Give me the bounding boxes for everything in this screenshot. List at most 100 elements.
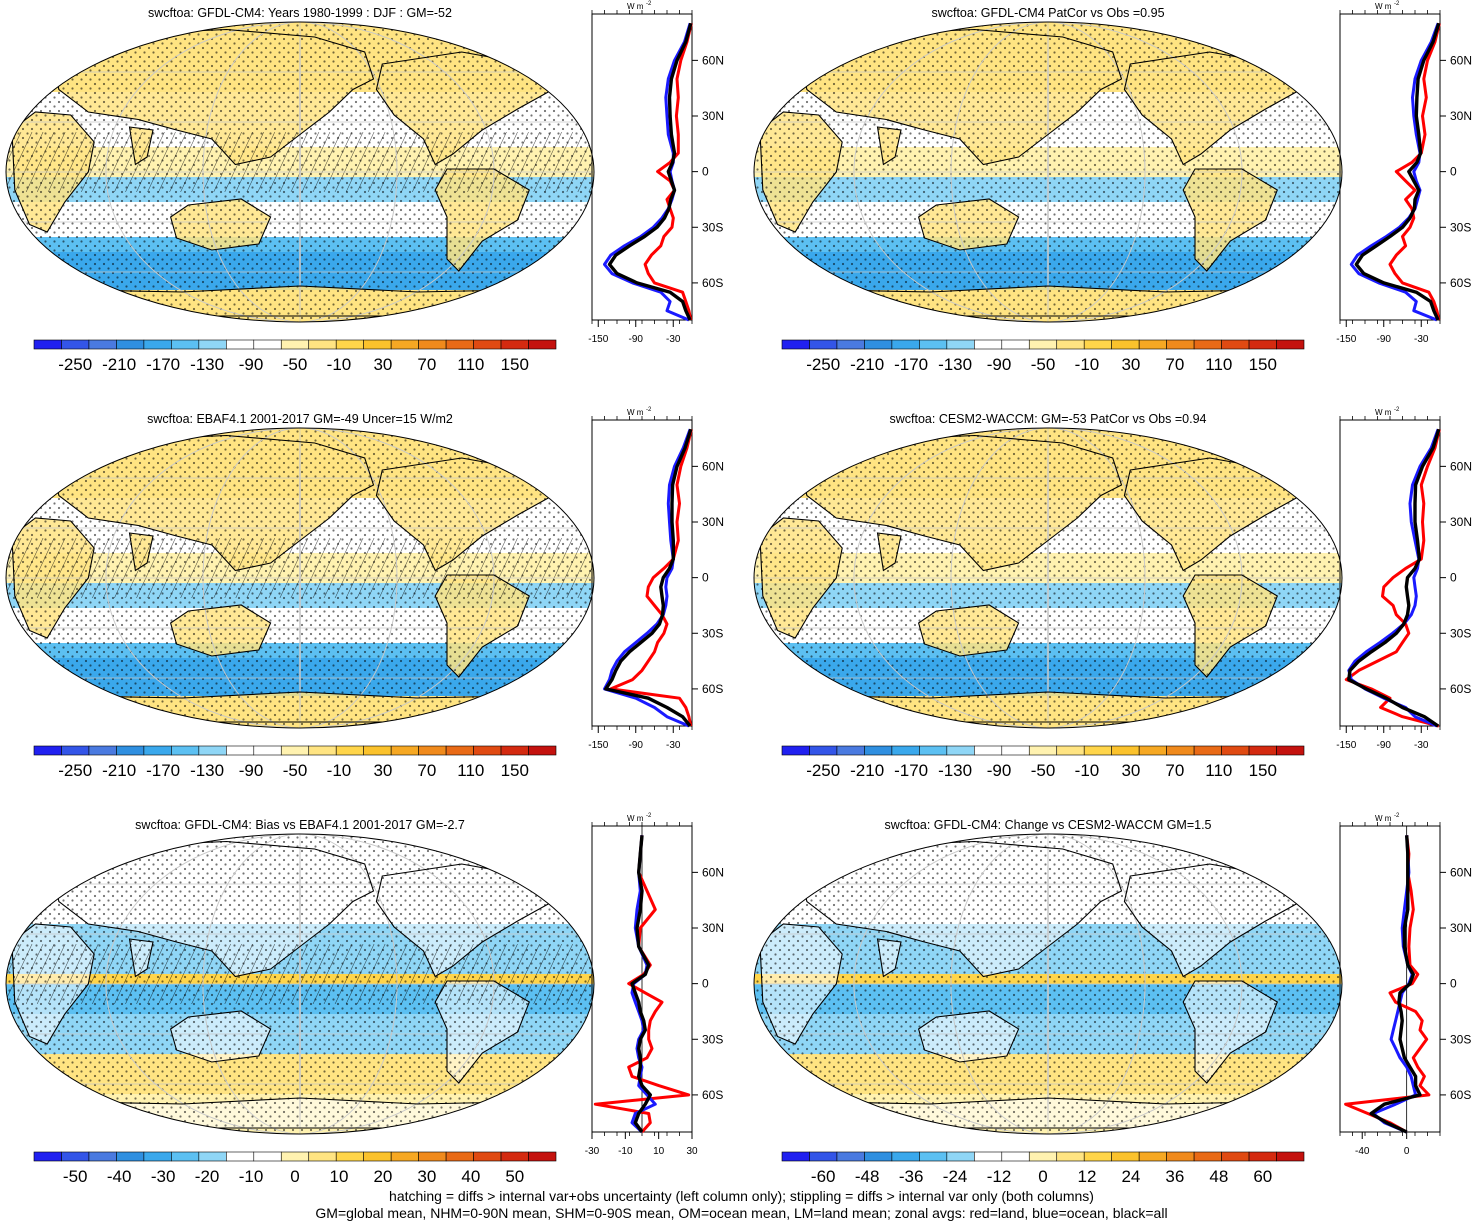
colorbar-swatch	[1193, 1151, 1222, 1162]
coastline-eurasia	[49, 840, 375, 978]
map-border	[5, 833, 595, 1135]
colorbar-label: -10	[1075, 761, 1100, 780]
colorbar-label: 36	[1165, 1167, 1184, 1186]
coastline-greenland	[1282, 31, 1331, 74]
longitude-line	[202, 22, 398, 322]
coastline-africa	[759, 517, 843, 639]
y-tick-label: 60S	[702, 1088, 723, 1102]
colorbar-label: 70	[1165, 355, 1184, 374]
profile-line-land	[1388, 22, 1441, 321]
y-tick-label: 30N	[702, 515, 724, 529]
colorbar-swatch	[1001, 1151, 1030, 1162]
y-tick-label: 60N	[702, 865, 724, 879]
colorbar-label: -250	[58, 355, 92, 374]
colorbar-swatch	[946, 339, 975, 350]
colorbar-swatch	[335, 1151, 364, 1162]
colorbar-swatch	[116, 1151, 145, 1162]
coastline-india	[876, 126, 902, 166]
colorbar-swatch	[1056, 745, 1085, 756]
colorbar-swatch	[143, 745, 172, 756]
y-tick-label: 30S	[1450, 220, 1471, 234]
colorbar: -250 -210 -170 -130 -90 -50 -10 30 70 110 150	[781, 339, 1305, 374]
land-greenland	[535, 844, 583, 885]
x-tick-label: -30	[666, 334, 681, 345]
x-tick-label: -30	[666, 740, 681, 751]
y-tick-label: 0	[1450, 165, 1457, 179]
colorbar-swatch	[864, 1151, 893, 1162]
coastline-india	[128, 938, 154, 978]
panel-title: swcftoa: GFDL-CM4: Years 1980-1999 : DJF…	[148, 6, 452, 20]
colorbar-swatch	[1138, 1151, 1167, 1162]
colorbar-swatch	[335, 339, 364, 350]
zonal-profile: -40 0 60N 30N 0 30S 60S W m -2	[1339, 813, 1472, 1157]
x-tick-label: -90	[1377, 740, 1392, 751]
colorbar-swatch	[1056, 339, 1085, 350]
colorbar-swatch	[1111, 339, 1140, 350]
panel-title: swcftoa: GFDL-CM4: Bias vs EBAF4.1 2001-…	[135, 818, 465, 832]
colorbar-swatch	[1028, 1151, 1058, 1162]
y-tick-label: 30S	[1450, 1032, 1471, 1046]
longitude-line	[202, 834, 398, 1134]
colorbar-swatch	[1083, 339, 1112, 350]
colorbar-label: -250	[806, 355, 840, 374]
profile-line-land	[609, 428, 693, 727]
colorbar-label: -10	[327, 761, 352, 780]
land-greenland	[1283, 844, 1331, 885]
colorbar-label: -10	[239, 1167, 264, 1186]
x-tick-label: -150	[1336, 740, 1356, 751]
colorbar-swatch	[88, 745, 117, 756]
colorbar-swatch	[308, 339, 337, 350]
coastline-india	[128, 126, 154, 166]
colorbar-swatch	[809, 745, 838, 756]
colorbar-label: -210	[850, 355, 884, 374]
colorbar-swatch	[809, 339, 838, 350]
colorbar-swatch	[1166, 339, 1195, 350]
colorbar-swatch	[418, 745, 447, 756]
coastline-samerica	[1182, 168, 1278, 272]
colorbar-swatch	[253, 1151, 282, 1162]
zonal-profile: -30 -10 10 30 60N 30N 0 30S 60S W m -2	[585, 813, 724, 1157]
profile-line-ocean	[603, 428, 692, 728]
colorbar-swatch	[33, 1151, 62, 1162]
colorbar-label: -50	[283, 355, 308, 374]
colorbar-swatch	[253, 339, 282, 350]
x-tick-label: 10	[653, 1146, 665, 1157]
colorbar-swatch	[61, 1151, 90, 1162]
y-tick-label: 60N	[702, 459, 724, 473]
colorbar: -250 -210 -170 -130 -90 -50 -10 30 70 110 150	[781, 745, 1305, 780]
coastline-australia	[169, 1010, 272, 1063]
colorbar-swatch	[1221, 1151, 1250, 1162]
colorbar-label: -20	[195, 1167, 220, 1186]
colorbar-label: 0	[290, 1167, 299, 1186]
map	[5, 21, 595, 323]
colorbar-swatch	[171, 339, 200, 350]
y-tick-label: 0	[702, 165, 709, 179]
longitude-line	[299, 22, 301, 322]
colorbar-swatch	[528, 745, 557, 756]
colorbar-swatch	[390, 745, 419, 756]
colorbar-swatch	[280, 745, 310, 756]
colorbar-swatch	[919, 339, 948, 350]
map-field	[754, 834, 1342, 1134]
unit-label: W m	[627, 408, 644, 417]
profile-line-ocean	[1371, 835, 1418, 1134]
colorbar-swatch	[1166, 1151, 1195, 1162]
coastline-africa	[759, 923, 843, 1045]
colorbar-label: -60	[811, 1167, 836, 1186]
y-tick-label: 60S	[702, 682, 723, 696]
land-greenland	[535, 32, 583, 73]
coastline-australia	[917, 604, 1020, 657]
colorbar-swatch	[418, 339, 447, 350]
coastline-eurasia	[49, 28, 375, 166]
colorbar-label: -250	[806, 761, 840, 780]
colorbar-label: -36	[899, 1167, 924, 1186]
colorbar-label: 48	[1209, 1167, 1228, 1186]
longitude-line	[299, 834, 301, 1134]
colorbar-swatch	[1166, 745, 1195, 756]
x-tick-label: 0	[1404, 1146, 1410, 1157]
panels-layer: swcftoa: GFDL-CM4: Years 1980-1999 : DJF…	[5, 1, 1472, 1186]
colorbar: -250 -210 -170 -130 -90 -50 -10 30 70 110 150	[33, 339, 557, 374]
colorbar-label: 110	[1205, 761, 1232, 780]
colorbar-swatch	[919, 745, 948, 756]
colorbar-label: -40	[107, 1167, 132, 1186]
